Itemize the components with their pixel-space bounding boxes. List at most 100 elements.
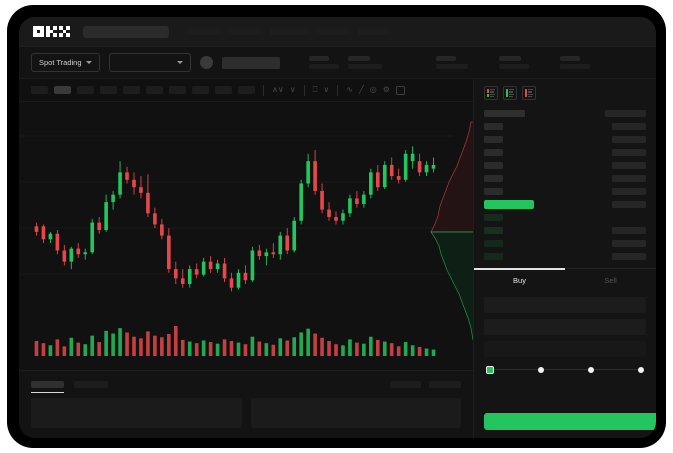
price-chart[interactable] — [19, 102, 483, 370]
place-order-button[interactable] — [484, 413, 656, 430]
fullscreen-icon[interactable] — [395, 85, 405, 95]
orderbook-size-cell — [612, 162, 646, 169]
market-type-dropdown[interactable]: Spot Trading — [31, 53, 100, 72]
active-tab-underline — [31, 391, 64, 393]
orderbook-spread[interactable] — [484, 198, 646, 211]
timeframe-5[interactable] — [123, 86, 140, 94]
orderbook-size-cell — [612, 149, 646, 156]
settings-icon[interactable]: ⚙ — [382, 85, 390, 94]
orders-card-right — [250, 398, 461, 428]
orderbook-bid-row[interactable] — [484, 211, 646, 224]
orderbook-bid-row[interactable] — [484, 224, 646, 237]
orderbook-bid-row[interactable] — [484, 250, 646, 263]
orderbook-ask-row[interactable] — [484, 146, 646, 159]
slider-track — [490, 369, 644, 370]
orderbook-price-cell — [484, 240, 503, 247]
market-sub-header: Spot Trading — [19, 47, 656, 79]
nav-item-2[interactable] — [229, 28, 261, 35]
slider-handle[interactable] — [486, 366, 494, 374]
orderbook-price-cell — [484, 188, 503, 195]
indicator-icon[interactable]: ∧∨ — [272, 85, 284, 94]
stat-24h-volume — [559, 56, 590, 69]
orderbook-price-cell — [484, 200, 534, 209]
tab-sell-label: Sell — [604, 276, 617, 285]
slider-step-2[interactable] — [538, 367, 544, 373]
device-frame: Spot Trading — [7, 5, 666, 448]
slider-step-3[interactable] — [588, 367, 594, 373]
timeframe-1[interactable] — [31, 86, 48, 94]
slider-step-4[interactable] — [638, 367, 644, 373]
timeframe-6[interactable] — [146, 86, 163, 94]
chevron-down-icon — [85, 61, 92, 64]
chart-type-icon[interactable]: ∨ — [323, 85, 330, 94]
orderbook-price-cell — [484, 136, 503, 143]
nav-item-5[interactable] — [358, 28, 388, 35]
candlestick-series — [19, 135, 453, 292]
timeframe-7[interactable] — [169, 86, 186, 94]
amount-percentage-slider[interactable] — [474, 363, 656, 377]
orderbook-price-cell — [484, 175, 503, 182]
order-entry-form — [474, 291, 656, 357]
orderbook-price-cell — [484, 110, 525, 117]
toolbar-divider — [337, 84, 339, 96]
orderbook-bid-row[interactable] — [484, 237, 646, 250]
toolbar-divider — [303, 84, 305, 96]
orderbook-ask-row[interactable] — [484, 159, 646, 172]
orderbook-ask-row[interactable] — [484, 185, 646, 198]
orderbook-rows-glyph — [509, 89, 515, 98]
tab-buy[interactable]: Buy — [474, 268, 565, 291]
order-price-field[interactable] — [484, 297, 646, 313]
okx-logo-icon[interactable] — [33, 26, 70, 37]
search-input[interactable] — [83, 25, 169, 38]
orderbook-size-cell — [612, 240, 646, 247]
tab-buy-label: Buy — [513, 276, 526, 285]
bottom-tab-order-history[interactable] — [74, 381, 108, 393]
orderbook-rows-glyph — [528, 89, 534, 98]
orderbook-size-cell — [612, 253, 646, 260]
orderbook-price-cell — [484, 214, 503, 221]
chevron-down-icon — [176, 61, 183, 64]
orderbook-ask-row[interactable] — [484, 133, 646, 146]
camera-icon[interactable]: ◎ — [369, 85, 377, 94]
stat-last-price — [308, 56, 339, 69]
timeframe-4[interactable] — [100, 86, 117, 94]
logo-glyph-o — [33, 26, 44, 37]
line-chart-icon[interactable]: ∿ — [346, 85, 353, 94]
timeframe-3[interactable] — [77, 86, 94, 94]
bottom-action-1[interactable] — [390, 381, 421, 388]
timeframe-10[interactable] — [238, 86, 255, 94]
orderbook-price-cell — [484, 149, 503, 156]
orderbook-mode-switcher — [474, 79, 656, 105]
bottom-tab-open-orders[interactable] — [31, 381, 64, 393]
compare-icon[interactable]: ∨ — [289, 85, 296, 94]
template-icon[interactable]: ⎕ — [312, 85, 318, 94]
orderbook-size-cell — [612, 175, 646, 182]
orderbook-mode-bids[interactable] — [503, 86, 517, 100]
toolbar-divider — [263, 84, 264, 96]
orderbook-mode-both[interactable] — [484, 86, 498, 100]
orders-actions — [390, 381, 461, 388]
timeframe-9[interactable] — [215, 86, 232, 94]
orderbook-rows-glyph — [490, 89, 496, 98]
nav-item-1[interactable] — [188, 28, 220, 35]
timeframe-8[interactable] — [192, 86, 209, 94]
bottom-action-2[interactable] — [429, 381, 461, 388]
nav-item-3[interactable] — [270, 28, 308, 35]
trading-pair-select[interactable] — [108, 53, 191, 72]
orderbook-list[interactable] — [474, 105, 656, 263]
ruler-icon[interactable]: ╱ — [358, 85, 364, 94]
orders-content — [19, 393, 473, 428]
orderbook-header[interactable] — [484, 107, 646, 120]
nav-item-4[interactable] — [317, 28, 349, 35]
logo-glyph-k — [46, 26, 57, 37]
orderbook-size-cell — [612, 136, 646, 143]
orderbook-mode-asks[interactable] — [522, 86, 536, 100]
orders-card-left — [31, 398, 242, 428]
tab-sell[interactable]: Sell — [565, 269, 656, 291]
orders-tab-bar — [19, 371, 473, 393]
order-amount-field[interactable] — [484, 319, 646, 335]
order-total-field[interactable] — [484, 341, 646, 357]
timeframe-2[interactable] — [54, 86, 71, 94]
orderbook-ask-row[interactable] — [484, 172, 646, 185]
orderbook-ask-row[interactable] — [484, 120, 646, 133]
